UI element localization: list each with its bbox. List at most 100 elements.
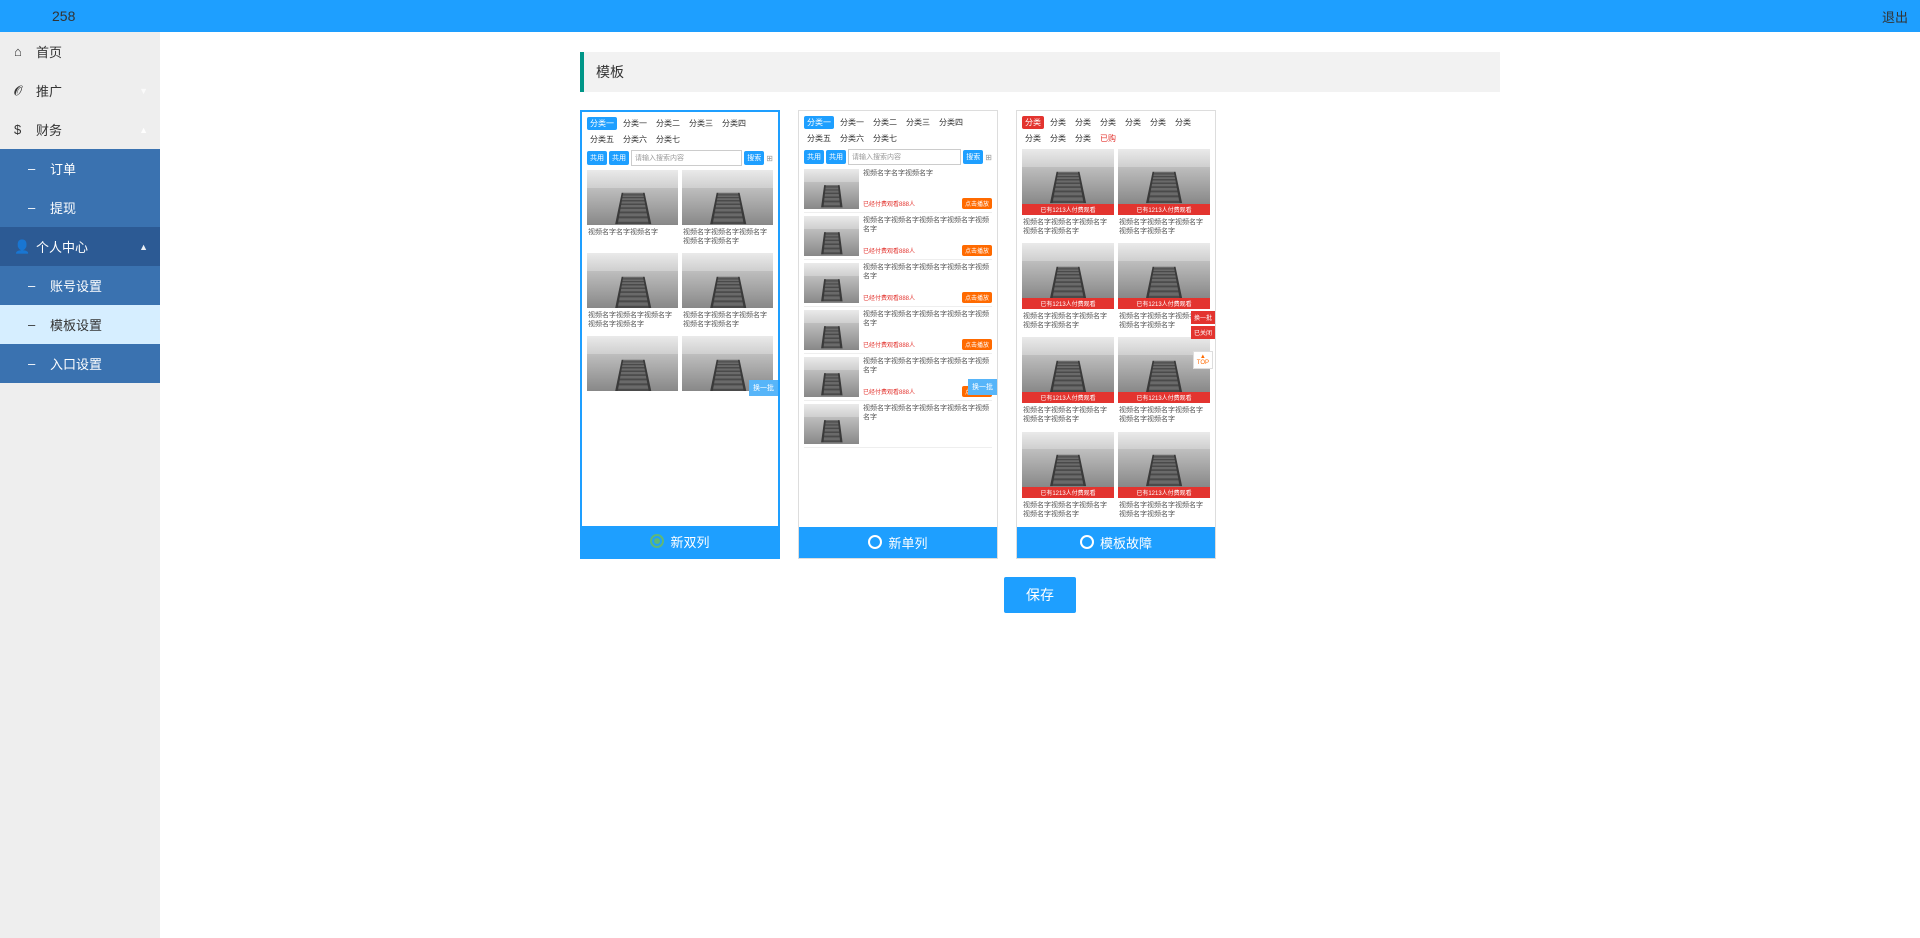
- card-footer[interactable]: 新单列: [799, 527, 997, 558]
- user-icon: 👤: [14, 239, 28, 255]
- tag: 分类: [1122, 116, 1144, 129]
- card-preview: 分类 分类 分类 分类 分类 分类 分类 分类 分类 分类 已购: [1017, 111, 1215, 527]
- search-input: 请输入搜索内容: [848, 149, 961, 165]
- card-footer[interactable]: 模板故障: [1017, 527, 1215, 558]
- view-banner: 已有1213人付费观看: [1022, 204, 1114, 215]
- dash-icon: –: [28, 200, 42, 215]
- view-banner: 已有1213人付费观看: [1118, 392, 1210, 403]
- sidebar-item-label: 财务: [36, 120, 62, 139]
- purchased-tag: 已购: [1097, 132, 1119, 145]
- sidebar-item-promo[interactable]: 𝓞 推广: [0, 71, 160, 110]
- thumbnail-image: [804, 216, 859, 256]
- sidebar-item-label: 首页: [36, 42, 62, 61]
- thumbnail-image: [682, 253, 773, 308]
- tag: 分类一: [837, 116, 867, 129]
- thumbnail-image: [587, 336, 678, 391]
- thumbnail-title: 视频名字视频名字视频名字视频名字视频名字: [1118, 403, 1210, 427]
- search-row: 共用 共用 请输入搜索内容 搜索 ⊞: [804, 149, 992, 165]
- list-title: 视频名字视频名字视频名字视频名字视频名字: [863, 357, 992, 375]
- tag: 分类六: [620, 133, 650, 146]
- thumbnail-grid: 已有1213人付费观看视频名字视频名字视频名字视频名字视频名字 已有1213人付…: [1022, 149, 1210, 522]
- list-item: 视频名字视频名字视频名字视频名字视频名字: [804, 404, 992, 448]
- chevron-up-icon: [139, 242, 148, 252]
- save-button[interactable]: 保存: [1004, 577, 1076, 613]
- sidebar-item-order[interactable]: – 订单: [0, 149, 160, 188]
- thumbnail-image: [587, 170, 678, 225]
- thumbnail-image: [804, 310, 859, 350]
- sidebar-item-label: 订单: [50, 159, 76, 178]
- dash-icon: –: [28, 317, 42, 332]
- sidebar-item-finance[interactable]: $ 财务: [0, 110, 160, 149]
- list-title: 视频名字视频名字视频名字视频名字视频名字: [863, 216, 992, 234]
- template-card-fault[interactable]: 分类 分类 分类 分类 分类 分类 分类 分类 分类 分类 已购: [1016, 110, 1216, 559]
- tag: 分类: [1172, 116, 1194, 129]
- thumbnail-title: 视频名字视频名字视频名字视频名字视频名字: [1118, 215, 1210, 239]
- thumbnail-image: [682, 170, 773, 225]
- list-title: 视频名字视频名字视频名字视频名字视频名字: [863, 404, 992, 422]
- thumbnail-title: 视频名字视频名字视频名字视频名字视频名字: [1022, 498, 1114, 522]
- main-content: 模板 分类一 分类一 分类二 分类三 分类四 分类五 分类六 分类七: [160, 32, 1920, 938]
- card-preview: 分类一 分类一 分类二 分类三 分类四 分类五 分类六 分类七 共用 共用: [799, 111, 997, 527]
- category-tags: 分类一 分类一 分类二 分类三 分类四 分类五 分类六 分类七: [804, 116, 992, 145]
- thumbnail-image: [804, 263, 859, 303]
- thumbnail-title: 视频名字视频名字视频名字视频名字视频名字: [587, 308, 678, 332]
- view-count: 已经付费观看888人: [863, 199, 915, 208]
- radio-icon: [1080, 535, 1094, 549]
- list-item: 视频名字视频名字视频名字视频名字视频名字已经付费观看888人点击播放: [804, 310, 992, 354]
- thumbnail-title: 视频名字视频名字视频名字视频名字视频名字: [1118, 498, 1210, 522]
- sidebar-item-template[interactable]: – 模板设置: [0, 305, 160, 344]
- sidebar-item-account[interactable]: – 账号设置: [0, 266, 160, 305]
- thumbnail-image: [1022, 149, 1114, 204]
- sidebar: ⌂ 首页 𝓞 推广 $ 财务 – 订单 – 提现 👤 个人中心 – 账号设置: [0, 32, 160, 938]
- tag: 分类五: [804, 132, 834, 145]
- category-tags: 分类 分类 分类 分类 分类 分类 分类 分类 分类 分类 已购: [1022, 116, 1210, 145]
- view-banner: 已有1213人付费观看: [1022, 298, 1114, 309]
- list-title: 视频名字名字视频名字: [863, 169, 992, 178]
- play-button: 点击播放: [962, 245, 992, 256]
- view-banner: 已有1213人付费观看: [1022, 392, 1114, 403]
- sidebar-item-withdraw[interactable]: – 提现: [0, 188, 160, 227]
- close-tag: 已关闭: [1191, 326, 1215, 339]
- thumbnail-title: 视频名字名字视频名字: [587, 225, 678, 240]
- thumbnail-title: 视频名字视频名字视频名字视频名字视频名字: [1022, 309, 1114, 333]
- thumbnail-image: [804, 357, 859, 397]
- tag: 分类四: [719, 117, 749, 130]
- chevron-up-icon: [139, 125, 148, 135]
- sidebar-item-label: 入口设置: [50, 354, 102, 373]
- sidebar-item-label: 账号设置: [50, 276, 102, 295]
- dash-icon: –: [28, 356, 42, 371]
- thumbnail-grid: 视频名字名字视频名字 视频名字视频名字视频名字视频名字视频名字 视频名字视频名字…: [587, 170, 773, 391]
- thumbnail-image: [1022, 337, 1114, 392]
- sidebar-item-label: 个人中心: [36, 237, 88, 256]
- sidebar-item-entry[interactable]: – 入口设置: [0, 344, 160, 383]
- top-header: 258 退出: [0, 0, 1920, 32]
- view-count: 已经付费观看888人: [863, 293, 915, 302]
- top-button: ▲TOP: [1193, 351, 1213, 369]
- tag: 分类: [1022, 116, 1044, 129]
- sidebar-item-label: 提现: [50, 198, 76, 217]
- thumbnail-title: 视频名字视频名字视频名字视频名字视频名字: [1022, 403, 1114, 427]
- grid-icon: ⊞: [766, 154, 773, 163]
- tag: 分类: [1097, 116, 1119, 129]
- shared-button: 共用: [609, 151, 629, 165]
- shared-button: 共用: [804, 150, 824, 164]
- template-card-double[interactable]: 分类一 分类一 分类二 分类三 分类四 分类五 分类六 分类七 共用 共用: [580, 110, 780, 559]
- sidebar-item-personal[interactable]: 👤 个人中心: [0, 227, 160, 266]
- logout-link[interactable]: 退出: [1882, 7, 1908, 26]
- thumbnail-image: [1022, 243, 1114, 298]
- list-title: 视频名字视频名字视频名字视频名字视频名字: [863, 263, 992, 281]
- template-cards: 分类一 分类一 分类二 分类三 分类四 分类五 分类六 分类七 共用 共用: [580, 110, 1500, 559]
- thumbnail-image: [804, 169, 859, 209]
- header-title: 258: [52, 8, 75, 24]
- template-card-single[interactable]: 分类一 分类一 分类二 分类三 分类四 分类五 分类六 分类七 共用 共用: [798, 110, 998, 559]
- list-title: 视频名字视频名字视频名字视频名字视频名字: [863, 310, 992, 328]
- sidebar-item-home[interactable]: ⌂ 首页: [0, 32, 160, 71]
- card-footer[interactable]: 新双列: [582, 526, 778, 557]
- tag: 分类四: [936, 116, 966, 129]
- chevron-down-icon: [139, 86, 148, 96]
- radio-selected-icon: [650, 534, 664, 548]
- tag: 分类: [1147, 116, 1169, 129]
- video-list: 视频名字名字视频名字已经付费观看888人点击播放 视频名字视频名字视频名字视频名…: [804, 169, 992, 448]
- tag: 分类五: [587, 133, 617, 146]
- tag: 分类一: [804, 116, 834, 129]
